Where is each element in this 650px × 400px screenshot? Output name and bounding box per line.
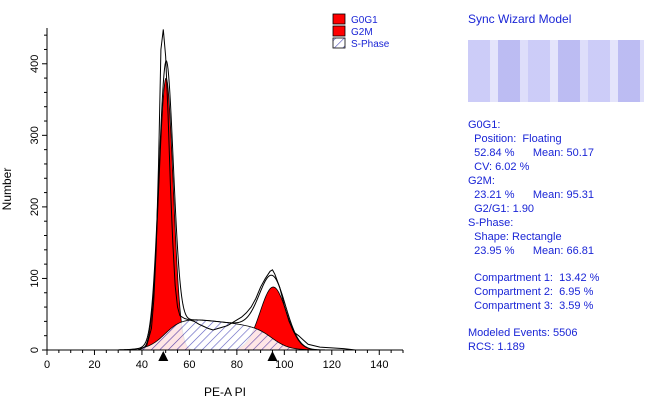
histogram-data-line bbox=[137, 29, 356, 351]
plot-area bbox=[117, 29, 356, 351]
legend-label: G2M bbox=[351, 27, 373, 38]
g0g1-pct-mean: 52.84 % Mean: 50.17 bbox=[474, 147, 594, 159]
x-tick-label: 40 bbox=[136, 359, 148, 371]
peak-marker-icon bbox=[158, 351, 169, 361]
x-tick-label: 120 bbox=[323, 359, 341, 371]
sphase-pct-mean: 23.95 % Mean: 66.81 bbox=[474, 245, 594, 257]
x-tick-label: 60 bbox=[183, 359, 195, 371]
redacted-block bbox=[468, 40, 644, 102]
x-tick-label: 100 bbox=[275, 359, 293, 371]
legend-swatch bbox=[332, 37, 346, 49]
y-axis-label: Number bbox=[0, 168, 14, 211]
x-tick-label: 0 bbox=[44, 359, 50, 371]
x-tick-label: 20 bbox=[88, 359, 100, 371]
x-axis-label: PE-A PI bbox=[204, 385, 246, 399]
y-tick-label: 300 bbox=[29, 126, 41, 144]
y-tick-label: 0 bbox=[29, 347, 41, 353]
model-report-panel: Sync Wizard Model G0G1: Position: Floati… bbox=[468, 12, 648, 354]
g0g1-position: Position: Floating bbox=[474, 133, 562, 145]
peak-marker-icon bbox=[267, 351, 278, 361]
x-tick-label: 140 bbox=[370, 359, 388, 371]
axes: 0 20 40 60 80 100 120 140 0 100 200 300 400 PE-A PI Nu… bbox=[0, 28, 404, 399]
legend-label: G0G1 bbox=[351, 15, 378, 26]
sphase-header: S-Phase: bbox=[468, 217, 514, 229]
y-tick-label: 200 bbox=[29, 198, 41, 216]
legend-label: S-Phase bbox=[351, 39, 390, 50]
g2m-header: G2M: bbox=[468, 175, 495, 187]
legend-swatch bbox=[332, 13, 346, 25]
report-title: Sync Wizard Model bbox=[468, 12, 572, 26]
compartment-1: Compartment 1: 13.42 % bbox=[474, 272, 600, 284]
x-tick-label: 80 bbox=[231, 359, 243, 371]
y-tick-label: 100 bbox=[29, 269, 41, 287]
g0g1-header: G0G1: bbox=[468, 119, 501, 131]
compartment-2: Compartment 2: 6.95 % bbox=[474, 286, 594, 298]
g2m-ratio: G2/G1: 1.90 bbox=[474, 203, 535, 215]
legend-swatch bbox=[332, 25, 346, 37]
g0g1-cv: CV: 6.02 % bbox=[474, 161, 530, 173]
sphase-shape: Shape: Rectangle bbox=[474, 231, 562, 243]
modeled-events: Modeled Events: 5506 bbox=[468, 327, 578, 339]
y-tick-label: 400 bbox=[29, 55, 41, 73]
g0g1-peak bbox=[118, 77, 356, 351]
compartment-3: Compartment 3: 3.59 % bbox=[474, 300, 594, 312]
rcs-value: RCS: 1.189 bbox=[468, 341, 525, 353]
g2m-pct-mean: 23.21 % Mean: 95.31 bbox=[474, 189, 594, 201]
